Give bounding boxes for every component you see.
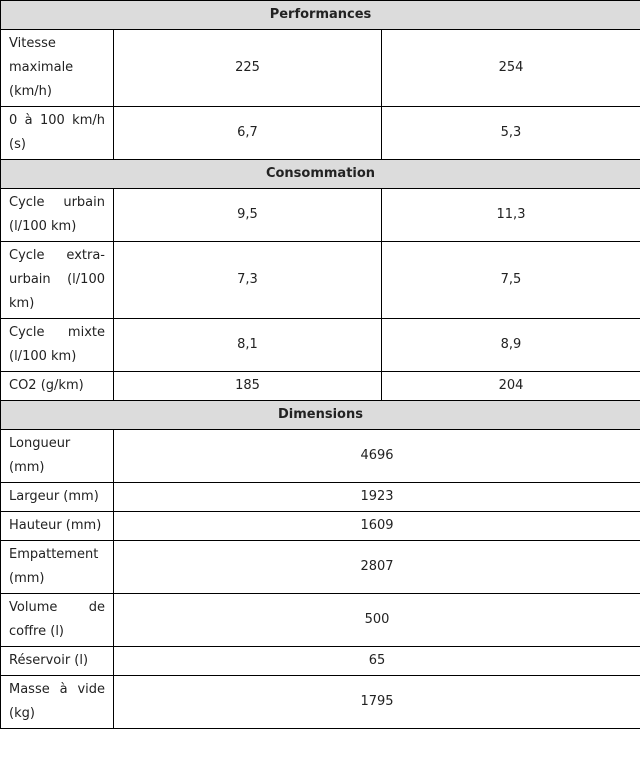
table-row: Volume de coffre (l) 500 [0,593,640,647]
table-row: 0 à 100 km/h (s) 6,7 5,3 [0,106,640,160]
row-value: 65 [113,646,640,676]
table-row: Réservoir (l) 65 [0,646,640,676]
section-header: Performances [0,0,640,30]
row-value: 7,5 [381,241,640,319]
row-value: 1609 [113,511,640,541]
table-row: Cycle urbain (l/100 km) 9,5 11,3 [0,188,640,242]
row-value: 254 [381,29,640,107]
row-value: 225 [113,29,382,107]
row-value: 9,5 [113,188,382,242]
table-row: Empattement (mm) 2807 [0,540,640,594]
row-value: 5,3 [381,106,640,160]
table-row: Longueur (mm) 4696 [0,429,640,483]
row-label: Empattement (mm) [0,540,114,594]
row-label: Volume de coffre (l) [0,593,114,647]
section-title: Consommation [0,159,640,189]
row-label: Cycle urbain (l/100 km) [0,188,114,242]
row-value: 8,9 [381,318,640,372]
table-row: Largeur (mm) 1923 [0,482,640,512]
row-label: Hauteur (mm) [0,511,114,541]
row-value: 6,7 [113,106,382,160]
section-title: Performances [0,0,640,30]
table-row: Cycle extra-urbain (l/100 km) 7,3 7,5 [0,241,640,319]
row-label: Cycle mixte (l/100 km) [0,318,114,372]
table-row: Vitesse maximale (km/h) 225 254 [0,29,640,107]
table-row: Cycle mixte (l/100 km) 8,1 8,9 [0,318,640,372]
specs-table: Performances Vitesse maximale (km/h) 225 25… [0,0,640,729]
section-header: Dimensions [0,400,640,430]
row-value: 4696 [113,429,640,483]
row-label: Longueur (mm) [0,429,114,483]
row-value: 7,3 [113,241,382,319]
row-value: 204 [381,371,640,401]
table-row: CO2 (g/km) 185 204 [0,371,640,401]
row-label: Vitesse maximale (km/h) [0,29,114,107]
row-value: 11,3 [381,188,640,242]
section-header: Consommation [0,159,640,189]
row-value: 185 [113,371,382,401]
row-label: Cycle extra-urbain (l/100 km) [0,241,114,319]
row-value: 2807 [113,540,640,594]
row-value: 8,1 [113,318,382,372]
row-label: Largeur (mm) [0,482,114,512]
table-row: Hauteur (mm) 1609 [0,511,640,541]
row-value: 1795 [113,675,640,729]
row-label: 0 à 100 km/h (s) [0,106,114,160]
row-label: Réservoir (l) [0,646,114,676]
row-value: 1923 [113,482,640,512]
row-label: Masse à vide (kg) [0,675,114,729]
row-value: 500 [113,593,640,647]
row-label: CO2 (g/km) [0,371,114,401]
table-row: Masse à vide (kg) 1795 [0,675,640,729]
section-title: Dimensions [0,400,640,430]
